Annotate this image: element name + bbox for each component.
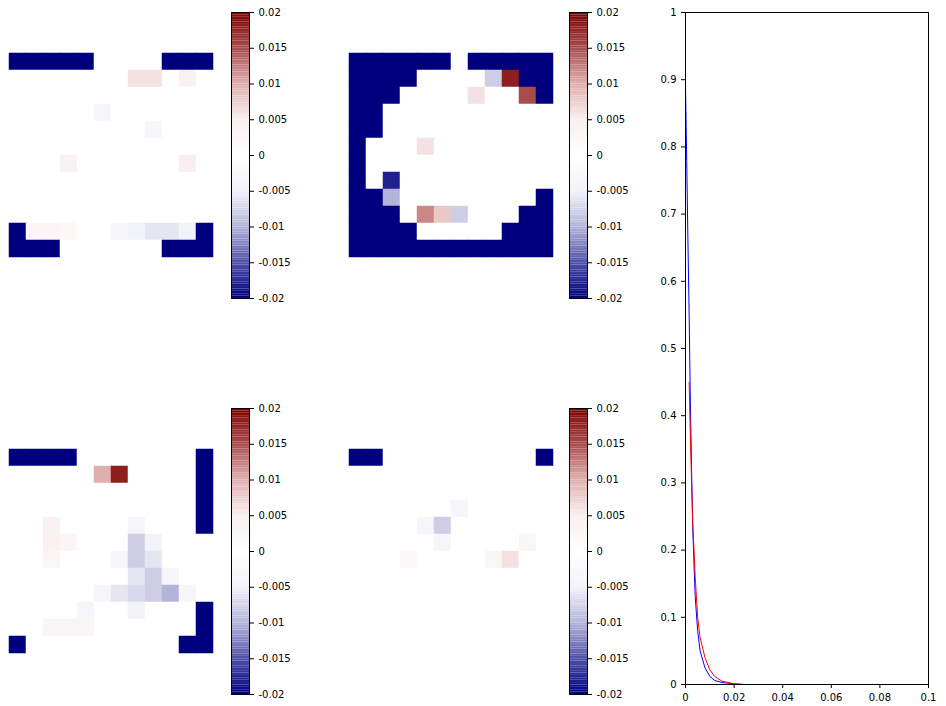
svg-text:0.02: 0.02	[259, 403, 281, 414]
svg-text:0.8: 0.8	[661, 141, 677, 152]
svg-text:0.9: 0.9	[661, 74, 677, 85]
svg-text:0.015: 0.015	[597, 438, 626, 449]
svg-text:0: 0	[682, 692, 688, 703]
svg-text:0.01: 0.01	[259, 474, 281, 485]
svg-text:0.015: 0.015	[259, 42, 288, 53]
svg-text:-0.01: -0.01	[259, 617, 285, 628]
svg-text:-0.005: -0.005	[597, 581, 629, 592]
svg-text:-0.02: -0.02	[259, 689, 285, 700]
svg-text:0.04: 0.04	[772, 692, 794, 703]
svg-text:0.6: 0.6	[661, 276, 677, 287]
svg-text:-0.015: -0.015	[597, 257, 629, 268]
svg-text:0.3: 0.3	[661, 477, 677, 488]
svg-text:-0.01: -0.01	[597, 221, 623, 232]
svg-text:0.005: 0.005	[597, 510, 626, 521]
svg-text:0.01: 0.01	[597, 474, 619, 485]
svg-text:0.005: 0.005	[597, 114, 626, 125]
svg-text:0.015: 0.015	[259, 438, 288, 449]
svg-text:0.06: 0.06	[820, 692, 842, 703]
svg-text:0.4: 0.4	[661, 410, 677, 421]
svg-text:-0.01: -0.01	[259, 221, 285, 232]
svg-text:-0.005: -0.005	[597, 185, 629, 196]
svg-text:0.7: 0.7	[661, 208, 677, 219]
svg-text:0.5: 0.5	[661, 343, 677, 354]
svg-text:-0.015: -0.015	[259, 653, 291, 664]
svg-text:-0.02: -0.02	[597, 689, 623, 700]
svg-text:0.02: 0.02	[259, 7, 281, 18]
svg-text:0.005: 0.005	[259, 510, 288, 521]
svg-text:0: 0	[597, 150, 603, 161]
svg-text:0.015: 0.015	[597, 42, 626, 53]
svg-text:-0.005: -0.005	[259, 185, 291, 196]
svg-text:0.01: 0.01	[597, 78, 619, 89]
svg-text:-0.015: -0.015	[597, 653, 629, 664]
svg-text:-0.02: -0.02	[597, 293, 623, 304]
svg-text:0: 0	[670, 679, 676, 690]
svg-text:0.1: 0.1	[921, 692, 937, 703]
svg-text:0: 0	[259, 150, 265, 161]
svg-text:1: 1	[670, 7, 676, 18]
svg-text:0.02: 0.02	[723, 692, 745, 703]
svg-text:0: 0	[259, 546, 265, 557]
svg-text:-0.005: -0.005	[259, 581, 291, 592]
svg-text:0.02: 0.02	[597, 403, 619, 414]
svg-text:-0.02: -0.02	[259, 293, 285, 304]
svg-text:0.2: 0.2	[661, 544, 677, 555]
svg-text:0.01: 0.01	[259, 78, 281, 89]
svg-text:0.005: 0.005	[259, 114, 288, 125]
svg-text:0: 0	[597, 546, 603, 557]
svg-text:0.1: 0.1	[661, 612, 677, 623]
svg-text:-0.01: -0.01	[597, 617, 623, 628]
svg-text:0.08: 0.08	[869, 692, 891, 703]
svg-text:0.02: 0.02	[597, 7, 619, 18]
svg-text:-0.015: -0.015	[259, 257, 291, 268]
